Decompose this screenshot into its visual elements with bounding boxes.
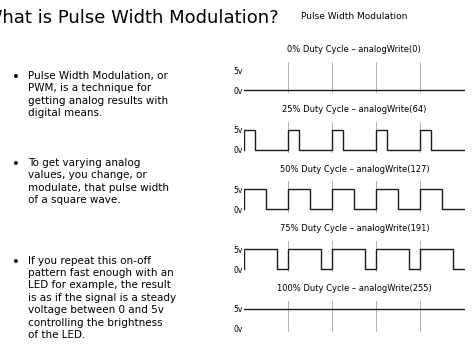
Text: To get varying analog
values, you change, or
modulate, that pulse width
of a squ: To get varying analog values, you change… <box>28 158 169 205</box>
Text: Pulse Width Modulation: Pulse Width Modulation <box>301 12 408 21</box>
Text: •: • <box>12 71 19 84</box>
Text: •: • <box>12 256 19 269</box>
Text: Pulse Width Modulation, or
PWM, is a technique for
getting analog results with
d: Pulse Width Modulation, or PWM, is a tec… <box>28 71 168 118</box>
Text: 25% Duty Cycle – analogWrite(64): 25% Duty Cycle – analogWrite(64) <box>282 105 427 114</box>
Text: 100% Duty Cycle – analogWrite(255): 100% Duty Cycle – analogWrite(255) <box>277 284 432 293</box>
Text: 1.  What is Pulse Width Modulation?: 1. What is Pulse Width Modulation? <box>0 9 279 27</box>
Text: 75% Duty Cycle – analogWrite(191): 75% Duty Cycle – analogWrite(191) <box>280 224 429 233</box>
Text: If you repeat this on-off
pattern fast enough with an
LED for example, the resul: If you repeat this on-off pattern fast e… <box>28 256 176 340</box>
Text: 0% Duty Cycle – analogWrite(0): 0% Duty Cycle – analogWrite(0) <box>287 45 421 54</box>
Text: •: • <box>12 158 19 171</box>
Text: 50% Duty Cycle – analogWrite(127): 50% Duty Cycle – analogWrite(127) <box>280 165 429 174</box>
